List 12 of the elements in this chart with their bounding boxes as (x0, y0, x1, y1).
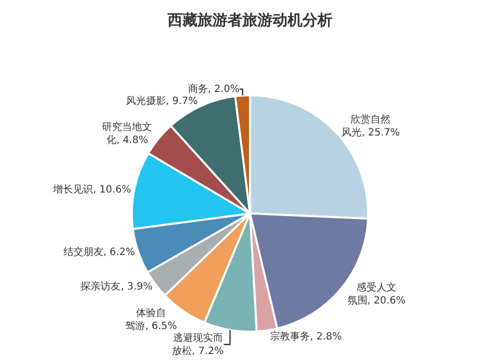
slice-label: 商务, 2.0% (188, 83, 240, 96)
slice-label: 研究当地文化, 4.8% (102, 121, 152, 146)
slice-label: 增长见识, 10.6% (52, 184, 132, 196)
slice-label: 欣赏自然风光, 25.7% (342, 113, 400, 138)
slice-label: 宗教事务, 2.8% (270, 330, 342, 342)
slice-label: 体验自驾游, 6.5% (125, 307, 178, 332)
slice-label: 风光摄影, 9.7% (126, 95, 198, 108)
chart-title: 西藏旅游者旅游动机分析 (166, 10, 332, 29)
slice-label: 结交朋友, 6.2% (63, 246, 136, 258)
slice-label: 探亲访友, 3.9% (80, 280, 152, 293)
slice-label: 感受人文氛围, 20.6% (347, 281, 406, 306)
slice-label: 逃避现实而放松, 7.2% (172, 332, 224, 358)
